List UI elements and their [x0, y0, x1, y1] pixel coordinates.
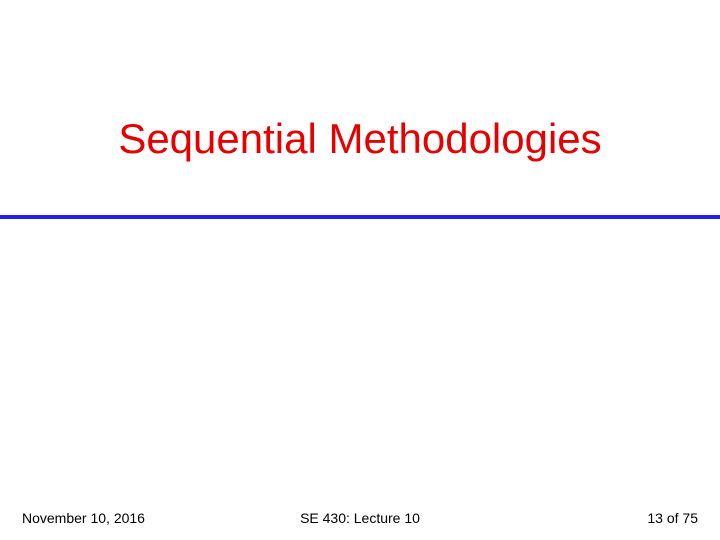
slide-title: Sequential Methodologies [0, 115, 720, 163]
footer-date: November 10, 2016 [22, 510, 145, 526]
footer-course: SE 430: Lecture 10 [300, 510, 420, 526]
slide-footer: November 10, 2016 SE 430: Lecture 10 13 … [0, 510, 720, 526]
divider-line [0, 215, 720, 219]
footer-page-indicator: 13 of 75 [647, 510, 698, 526]
